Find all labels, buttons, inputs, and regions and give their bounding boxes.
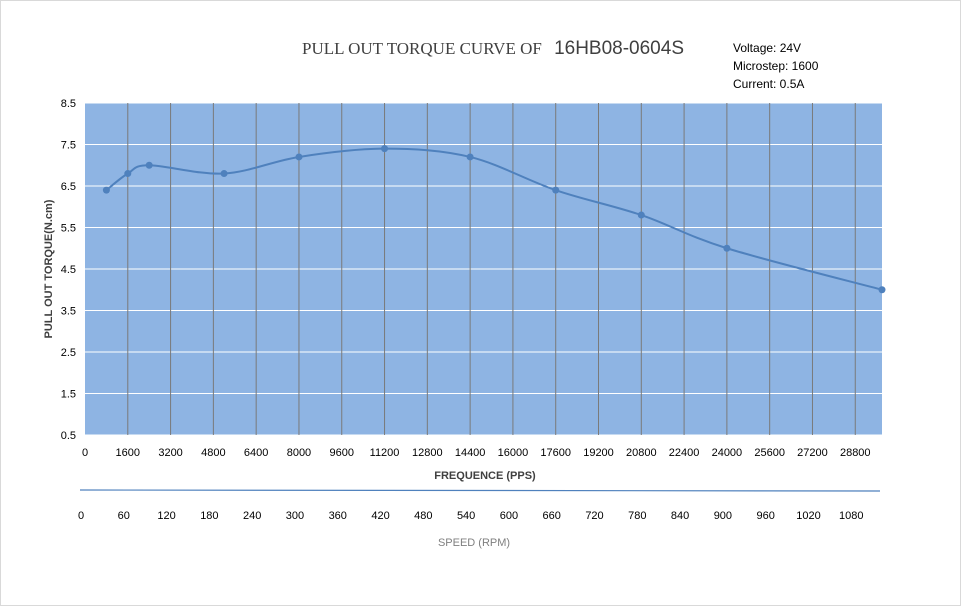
x-tick-label: 1600 (116, 447, 140, 459)
rpm-tick-label: 540 (457, 510, 475, 522)
data-point (124, 170, 132, 178)
data-point (102, 186, 110, 194)
data-point (145, 161, 153, 169)
x-axis-title: FREQUENCE (PPS) (434, 470, 536, 482)
rpm-tick-label: 1080 (839, 510, 863, 522)
y-tick-label: 7.5 (61, 140, 76, 152)
data-point (295, 153, 303, 161)
rpm-tick-label: 660 (543, 510, 561, 522)
rpm-tick-label: 720 (585, 510, 603, 522)
data-point (878, 286, 886, 294)
x-tick-label: 14400 (455, 447, 486, 459)
data-point (381, 145, 389, 153)
y-axis-title: PULL OUT TORQUE(N.cm) (43, 199, 55, 338)
rpm-tick-label: 600 (500, 510, 518, 522)
y-tick-label: 4.5 (61, 264, 76, 276)
x-tick-label: 12800 (412, 447, 443, 459)
x-tick-label: 25600 (754, 447, 785, 459)
rpm-tick-label: 240 (243, 510, 261, 522)
x-tick-label: 4800 (201, 447, 225, 459)
info-current: Current: 0.5A (733, 77, 804, 91)
rpm-tick-label: 480 (414, 510, 432, 522)
x-tick-label: 24000 (712, 447, 743, 459)
rpm-tick-label: 1020 (796, 510, 820, 522)
x-tick-label: 16000 (498, 447, 529, 459)
y-tick-label: 2.5 (61, 347, 76, 359)
info-microstep: Microstep: 1600 (733, 59, 819, 73)
secondary-axis-rule (79, 489, 881, 492)
y-tick-label: 3.5 (61, 306, 76, 318)
x-tick-label: 22400 (669, 447, 700, 459)
rpm-tick-label: 360 (329, 510, 347, 522)
y-tick-label: 5.5 (61, 223, 76, 235)
x-tick-label: 8000 (287, 447, 311, 459)
x-tick-label: 27200 (797, 447, 828, 459)
x-tick-label: 0 (82, 447, 88, 459)
info-voltage: Voltage: 24V (733, 41, 801, 55)
chart-title-prefix: PULL OUT TORQUE CURVE OF (302, 39, 542, 58)
data-point (637, 211, 645, 219)
x-tick-label: 6400 (244, 447, 268, 459)
x-tick-label: 20800 (626, 447, 657, 459)
data-point (220, 170, 228, 178)
rpm-tick-label: 60 (118, 510, 130, 522)
y-tick-label: 1.5 (61, 389, 76, 401)
rpm-tick-label: 300 (286, 510, 304, 522)
x-tick-label: 11200 (370, 447, 400, 459)
x-tick-label: 17600 (540, 447, 571, 459)
x-tick-label: 3200 (158, 447, 182, 459)
rpm-tick-label: 180 (200, 510, 218, 522)
rpm-tick-label: 960 (756, 510, 774, 522)
x-tick-label: 9600 (330, 447, 354, 459)
chart-title-model: 16HB08-0604S (554, 38, 684, 59)
data-point (466, 153, 474, 161)
rpm-tick-label: 780 (628, 510, 646, 522)
rpm-tick-label: 0 (78, 510, 84, 522)
rpm-tick-label: 120 (157, 510, 175, 522)
y-tick-label: 0.5 (61, 430, 76, 442)
y-tick-label: 8.5 (61, 98, 76, 110)
data-point (723, 244, 731, 252)
rpm-axis-title: SPEED (RPM) (438, 537, 510, 549)
rpm-tick-label: 900 (714, 510, 732, 522)
rpm-tick-label: 840 (671, 510, 689, 522)
plot-area (85, 102, 886, 436)
x-tick-label: 19200 (583, 447, 614, 459)
data-point (552, 186, 560, 194)
x-tick-label: 28800 (840, 447, 871, 459)
chart-title: PULL OUT TORQUE CURVE OF 16HB08-0604S (302, 38, 684, 59)
y-tick-label: 6.5 (61, 181, 76, 193)
rpm-tick-label: 420 (371, 510, 389, 522)
